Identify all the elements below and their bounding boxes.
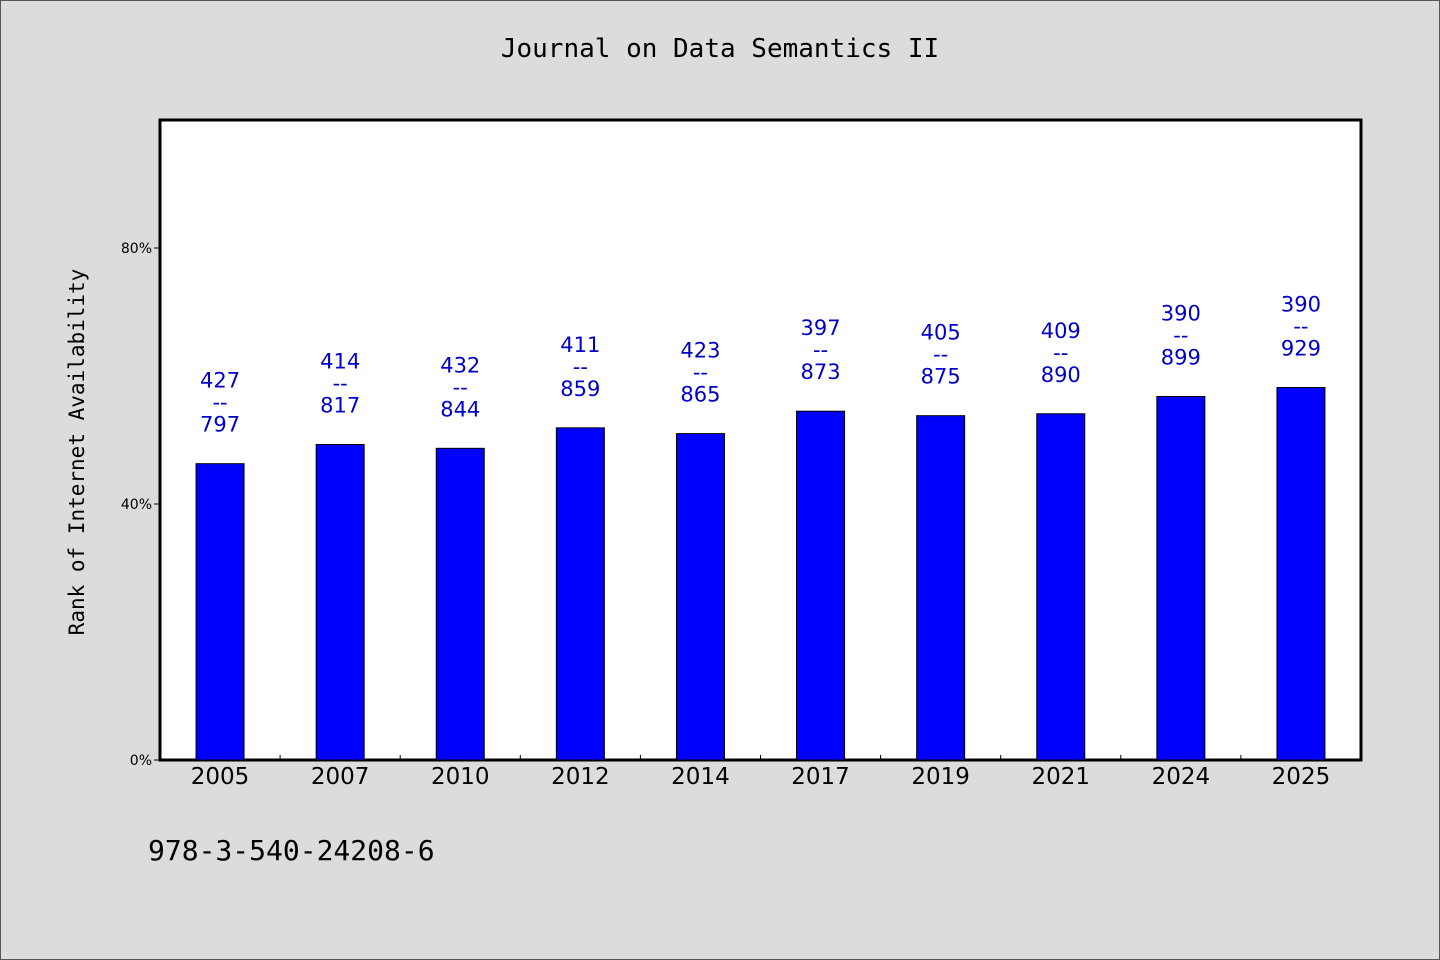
- bar-2005: [195, 463, 245, 761]
- data-label-bottom: 859: [560, 377, 600, 401]
- data-label-bottom: 875: [921, 365, 961, 389]
- x-tick-label: 2005: [191, 764, 250, 790]
- bar-2021: [1036, 413, 1086, 761]
- data-label-separator: --: [813, 338, 828, 362]
- x-tick-label: 2021: [1031, 764, 1090, 790]
- bar-2012: [555, 427, 605, 761]
- data-label-separator: --: [933, 343, 948, 367]
- x-tick-label: 2007: [311, 764, 370, 790]
- data-label-separator: --: [1173, 323, 1188, 347]
- data-label-bottom: 817: [320, 393, 360, 417]
- data-label-bottom: 797: [200, 413, 240, 437]
- data-label-separator: --: [1053, 341, 1068, 365]
- bar-2024: [1156, 395, 1206, 761]
- data-label-separator: --: [1293, 315, 1308, 339]
- data-label-top: 427: [200, 369, 240, 393]
- bar-2010: [435, 447, 485, 761]
- x-tick-label: 2017: [791, 764, 850, 790]
- data-label-top: 432: [440, 353, 480, 377]
- data-label-separator: --: [212, 391, 227, 415]
- x-tick-label: 2010: [431, 764, 490, 790]
- data-label-separator: --: [333, 371, 348, 395]
- x-tick-label: 2014: [671, 764, 730, 790]
- data-label-top: 397: [801, 316, 841, 340]
- bar-2019: [916, 415, 966, 761]
- y-tick-label: 80%: [121, 241, 152, 257]
- x-tick-label: 2025: [1272, 764, 1331, 790]
- x-tick-label: 2024: [1152, 764, 1211, 790]
- bar-2017: [796, 410, 846, 761]
- data-label-bottom: 899: [1161, 345, 1201, 369]
- data-label-bottom: 873: [801, 360, 841, 384]
- data-label-top: 414: [320, 349, 360, 373]
- data-label-bottom: 890: [1041, 363, 1081, 387]
- data-label-top: 409: [1041, 319, 1081, 343]
- data-label-top: 423: [680, 339, 720, 363]
- bar-2007: [315, 443, 365, 761]
- data-label-top: 390: [1281, 293, 1321, 317]
- data-label-bottom: 844: [440, 397, 480, 421]
- data-label-top: 390: [1161, 301, 1201, 325]
- x-tick-label: 2019: [911, 764, 970, 790]
- bar-2014: [675, 433, 725, 761]
- data-label-top: 411: [560, 333, 600, 357]
- bar-2025: [1276, 387, 1326, 761]
- data-label-separator: --: [573, 355, 588, 379]
- data-label-bottom: 929: [1281, 337, 1321, 361]
- chart-title: Journal on Data Semantics II: [500, 34, 940, 64]
- y-tick-label: 0%: [130, 753, 152, 769]
- y-tick-label: 40%: [121, 497, 152, 513]
- data-label-bottom: 865: [680, 383, 720, 407]
- x-tick-label: 2012: [551, 764, 610, 790]
- data-label-separator: --: [453, 375, 468, 399]
- data-label-top: 405: [921, 321, 961, 345]
- isbn-footnote: 978-3-540-24208-6: [148, 834, 435, 867]
- data-label-separator: --: [693, 361, 708, 385]
